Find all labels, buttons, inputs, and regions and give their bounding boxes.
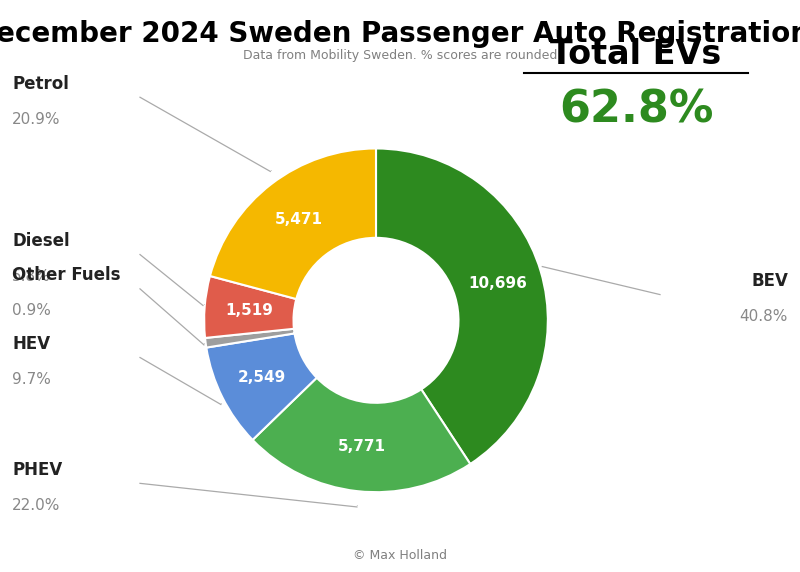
Text: 40.8%: 40.8% bbox=[740, 309, 788, 324]
Wedge shape bbox=[253, 378, 470, 492]
Text: Other Fuels: Other Fuels bbox=[12, 267, 121, 284]
Text: BEV: BEV bbox=[751, 272, 788, 290]
Wedge shape bbox=[210, 149, 376, 299]
Text: Petrol: Petrol bbox=[12, 75, 69, 93]
Text: 20.9%: 20.9% bbox=[12, 112, 61, 126]
Text: 62.8%: 62.8% bbox=[559, 89, 713, 132]
Text: 9.7%: 9.7% bbox=[12, 372, 51, 387]
Text: Total EVs: Total EVs bbox=[550, 38, 722, 72]
Text: 22.0%: 22.0% bbox=[12, 498, 60, 513]
Text: 5,771: 5,771 bbox=[338, 439, 386, 454]
Text: 2,549: 2,549 bbox=[238, 370, 286, 385]
Text: ·: · bbox=[355, 502, 358, 511]
Text: 5.8%: 5.8% bbox=[12, 269, 50, 284]
Wedge shape bbox=[376, 149, 548, 464]
Wedge shape bbox=[204, 276, 296, 338]
Text: HEV: HEV bbox=[12, 335, 50, 353]
Text: ·: · bbox=[269, 167, 271, 176]
Text: 1,519: 1,519 bbox=[226, 303, 273, 318]
Text: ·: · bbox=[219, 400, 222, 409]
Text: 5,471: 5,471 bbox=[274, 212, 322, 227]
Text: 10,696: 10,696 bbox=[469, 276, 527, 291]
Text: ·: · bbox=[202, 301, 204, 310]
Text: Diesel: Diesel bbox=[12, 232, 70, 250]
Text: ·: · bbox=[202, 340, 206, 349]
Text: PHEV: PHEV bbox=[12, 461, 62, 479]
Text: 0.9%: 0.9% bbox=[12, 303, 51, 318]
Text: Data from Mobility Sweden. % scores are rounded: Data from Mobility Sweden. % scores are … bbox=[243, 49, 557, 62]
Wedge shape bbox=[205, 329, 294, 348]
Text: © Max Holland: © Max Holland bbox=[353, 549, 447, 562]
Wedge shape bbox=[206, 333, 317, 440]
Text: December 2024 Sweden Passenger Auto Registrations: December 2024 Sweden Passenger Auto Regi… bbox=[0, 20, 800, 48]
